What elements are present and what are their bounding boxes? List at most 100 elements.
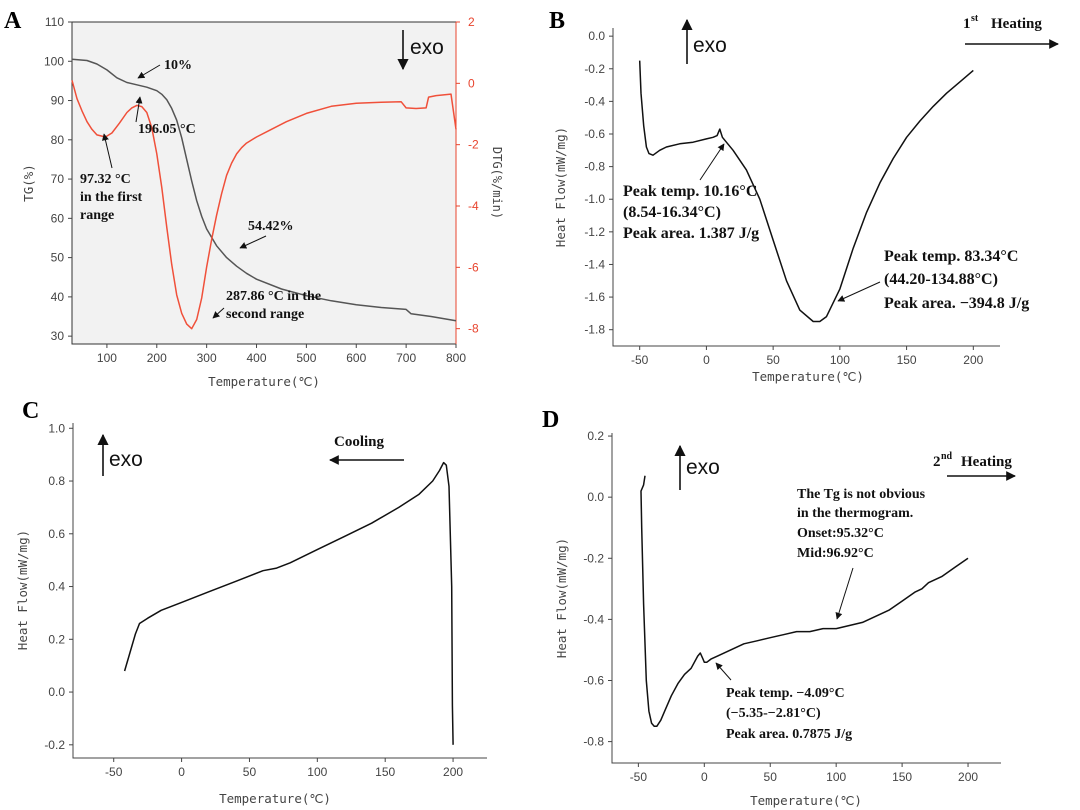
x-tick-label: 500: [296, 351, 316, 365]
panel-a-annotation-97-line3: range: [80, 208, 114, 223]
panel-b-annotation-2-line2: (44.20-134.88°C): [884, 271, 998, 288]
panel-b-heading-sup: st: [971, 13, 979, 24]
panel-a-x-ticks: 100 200 300 400 500 600 700 800: [97, 344, 466, 365]
y-tick-label: 60: [51, 211, 65, 225]
panel-d-heading-sup: nd: [941, 451, 953, 462]
x-tick-label: 200: [147, 351, 167, 365]
panel-d-series: [640, 475, 969, 728]
panel-a-right-y-label: DTG(%/min): [490, 147, 504, 219]
panel-a-annotation-10pct-arrow: [137, 64, 161, 79]
y-tick-label: 30: [51, 329, 65, 343]
panel-b-heading-prefix: 1: [963, 16, 971, 32]
panel-a-plot-area: [71, 21, 457, 345]
panel-d-heading: Heating: [961, 454, 1012, 470]
right-y-tick-label: 0: [468, 76, 475, 90]
right-y-tick-label: 2: [468, 15, 475, 29]
panel-a-annotation-287-line2: second range: [226, 307, 304, 322]
y-tick-label: -0.2: [44, 738, 65, 752]
panel-d-annotation-1-arrow: [835, 567, 854, 620]
y-tick-label: 0.0: [587, 490, 604, 504]
panel-b-annotation-1-line3: Peak area. 1.387 J/g: [623, 225, 759, 242]
panel-a: A 100 200 300 400 500 600 700 800 30 40 50 60 70 80 9…: [4, 8, 504, 389]
panel-a-right-y-ticks: -8 -6 -4 -2 0 2: [455, 15, 479, 344]
panel-b-series: [638, 60, 974, 323]
y-tick-label: 0.2: [587, 429, 604, 443]
y-tick-label: 70: [51, 172, 65, 186]
panel-b: B -50 0 50 100 150 200 0.0 -0.2 -0.4 -0.6 -0.8 -1.…: [549, 8, 1059, 384]
x-tick-label: 700: [396, 351, 416, 365]
panel-a-left-y-label: TG(%): [21, 164, 36, 202]
y-tick-label: -0.4: [584, 94, 605, 108]
x-tick-label: 200: [443, 765, 463, 779]
y-tick-label: -0.2: [584, 62, 605, 76]
panel-b-annotation-1-line1: Peak temp. 10.16°C: [623, 183, 757, 200]
panel-a-annotation-97-line2: in the first: [80, 190, 143, 205]
y-tick-label: -0.8: [584, 160, 605, 174]
panel-a-x-label: Temperature(℃): [208, 374, 320, 389]
panel-d: D -50 0 50 100 150 200 0.2 0.0 -0.2 -0.4 -0.6 -0.8…: [542, 407, 1016, 808]
right-y-tick-label: -4: [468, 199, 479, 213]
x-tick-label: 300: [197, 351, 217, 365]
y-tick-label: -1.6: [584, 290, 605, 304]
panel-c-y-label: Heat Flow(mW/mg): [15, 530, 30, 650]
panel-d-annotation-2-line1: Peak temp. −4.09°C: [726, 686, 845, 701]
panel-b-heading: Heating: [991, 16, 1042, 32]
panel-a-annotation-196-arrow: [135, 96, 143, 123]
y-tick-label: 80: [51, 133, 65, 147]
y-tick-label: 0.2: [48, 632, 65, 646]
panel-d-exo-label: exo: [686, 456, 720, 479]
y-tick-label: 0.8: [48, 474, 65, 488]
panel-b-y-ticks: 0.0 -0.2 -0.4 -0.6 -0.8 -1.0 -1.2 -1.4 -1.6 -1.8: [584, 29, 613, 337]
panel-d-annotation-1-line4: Mid:96.92°C: [797, 546, 874, 561]
x-tick-label: 150: [897, 353, 917, 367]
y-tick-label: 90: [51, 94, 65, 108]
panel-d-annotation-2-line3: Peak area. 0.7875 J/g: [726, 727, 852, 742]
panel-letter-b: B: [549, 8, 565, 34]
series-line-1: [638, 60, 974, 323]
y-tick-label: -1.8: [584, 323, 605, 337]
x-tick-label: 800: [446, 351, 466, 365]
x-tick-label: 50: [243, 765, 257, 779]
panel-b-annotation-2-arrow: [837, 281, 881, 302]
y-tick-label: -1.2: [584, 225, 605, 239]
y-tick-label: -0.4: [583, 612, 604, 626]
x-tick-label: 200: [963, 353, 983, 367]
y-tick-label: 0.0: [48, 685, 65, 699]
panel-c-exo-label: exo: [109, 448, 143, 471]
panel-c-x-label: Temperature(℃): [219, 791, 331, 806]
x-tick-label: 0: [703, 353, 710, 367]
panel-a-exo-label: exo: [410, 36, 444, 59]
panel-a-annotation-287-line1: 287.86 °C in the: [226, 289, 321, 304]
x-tick-label: 0: [701, 770, 708, 784]
y-tick-label: 110: [45, 15, 64, 29]
x-tick-label: 150: [892, 770, 912, 784]
panel-b-y-label: Heat Flow(mW/mg): [553, 127, 568, 247]
y-tick-label: -1.4: [584, 257, 605, 271]
series-line-1: [640, 475, 969, 728]
panel-b-exo-label: exo: [693, 34, 727, 57]
panel-a-annotation-54pct: 54.42%: [248, 219, 294, 234]
panel-letter-c: C: [22, 398, 39, 424]
y-tick-label: -0.2: [583, 551, 604, 565]
x-tick-label: 200: [958, 770, 978, 784]
x-tick-label: 50: [766, 353, 780, 367]
x-tick-label: 600: [346, 351, 366, 365]
y-tick-label: -0.6: [584, 127, 605, 141]
panel-d-heading-prefix: 2: [933, 454, 941, 470]
panel-a-annotation-97-line1: 97.32 °C: [80, 172, 131, 187]
panel-a-series: [71, 58, 457, 330]
x-tick-label: -50: [631, 353, 649, 367]
panel-c-axes: [72, 423, 487, 759]
panel-b-annotation-1-arrow: [699, 143, 725, 181]
panel-b-annotation-1-line2: (8.54-16.34°C): [623, 204, 721, 221]
panel-b-annotation-2-line3: Peak area. −394.8 J/g: [884, 295, 1029, 312]
x-tick-label: 150: [375, 765, 395, 779]
y-tick-label: 40: [51, 290, 65, 304]
x-tick-label: 100: [307, 765, 327, 779]
panel-c-heading: Cooling: [334, 434, 385, 450]
y-tick-label: 1.0: [48, 421, 65, 435]
series-line-2: [71, 80, 457, 330]
x-tick-label: 100: [826, 770, 846, 784]
panel-b-x-label: Temperature(℃): [752, 369, 864, 384]
